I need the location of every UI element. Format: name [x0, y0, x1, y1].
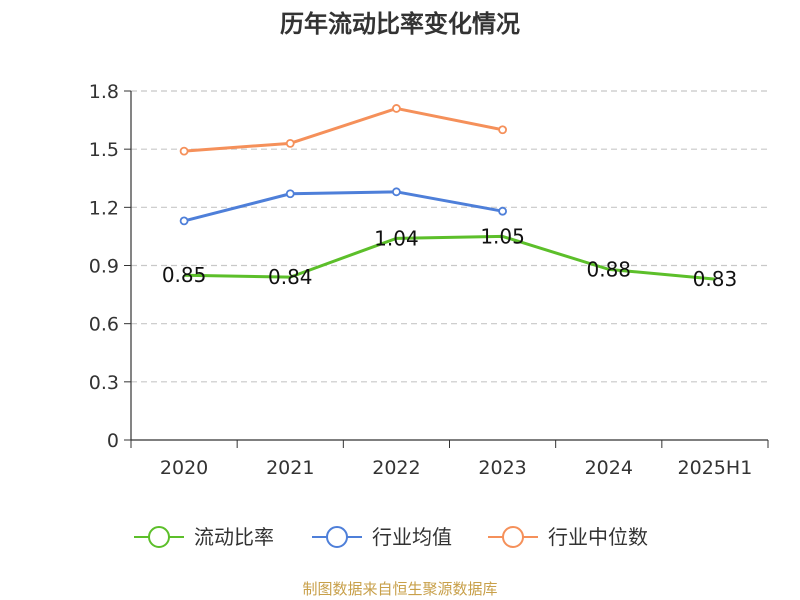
data-label: 0.84 — [268, 265, 313, 289]
data-labels: 0.85 0.84 1.04 1.05 0.88 0.83 — [162, 224, 737, 291]
series-point-2 — [498, 125, 507, 135]
y-tick-label: 0.9 — [89, 256, 119, 278]
legend-marker — [502, 526, 524, 548]
series-point-2 — [179, 146, 189, 156]
y-tick-label: 1.8 — [89, 81, 119, 103]
x-tick-label: 2021 — [266, 457, 314, 479]
x-tick-label: 2020 — [160, 457, 208, 479]
legend-marker — [326, 526, 348, 548]
data-label: 1.04 — [374, 226, 419, 250]
chart-title: 历年流动比率变化情况 — [280, 10, 520, 38]
y-tick-label: 0 — [107, 430, 119, 452]
data-label: 0.83 — [693, 267, 738, 291]
series-point-1 — [498, 206, 507, 216]
series-point-1 — [392, 187, 401, 197]
y-tick-label: 1.5 — [89, 139, 119, 161]
legend[interactable]: 流动比率 行业均值 行业中位数 — [134, 525, 648, 549]
x-tick-label: 2024 — [585, 457, 633, 479]
axes: 0 0.3 0.6 0.9 1.2 1.5 1.8 2020 2021 2022 2023 2024 2… — [89, 81, 769, 479]
source-note: 制图数据来自恒生聚源数据库 — [302, 580, 497, 598]
legend-item-2[interactable]: 行业中位数 — [488, 525, 648, 549]
series-layer — [179, 104, 716, 281]
legend-item-0[interactable]: 流动比率 — [134, 525, 274, 549]
legend-item-1[interactable]: 行业均值 — [312, 525, 452, 549]
data-label: 0.88 — [586, 257, 631, 281]
data-label: 0.85 — [162, 263, 207, 287]
legend-label: 流动比率 — [194, 525, 274, 549]
series-point-2 — [285, 138, 295, 148]
y-tick-label: 0.3 — [89, 372, 119, 394]
legend-marker — [148, 526, 170, 548]
series-line-0 — [184, 234, 716, 281]
legend-label: 行业均值 — [372, 525, 452, 549]
y-tick-label: 0.6 — [89, 314, 119, 336]
series-line-1 — [183, 190, 503, 223]
series-line-2 — [183, 106, 503, 153]
x-tick-label: 2025H1 — [678, 457, 753, 479]
series-point-2 — [392, 104, 401, 113]
grid-lines — [131, 90, 768, 383]
series-point-1 — [179, 216, 189, 226]
x-tick-label: 2023 — [478, 457, 526, 479]
series-point-1 — [285, 189, 295, 199]
data-label: 1.05 — [480, 224, 525, 248]
x-tick-label: 2022 — [372, 457, 420, 479]
y-tick-label: 1.2 — [89, 197, 119, 219]
legend-label: 行业中位数 — [548, 525, 648, 549]
